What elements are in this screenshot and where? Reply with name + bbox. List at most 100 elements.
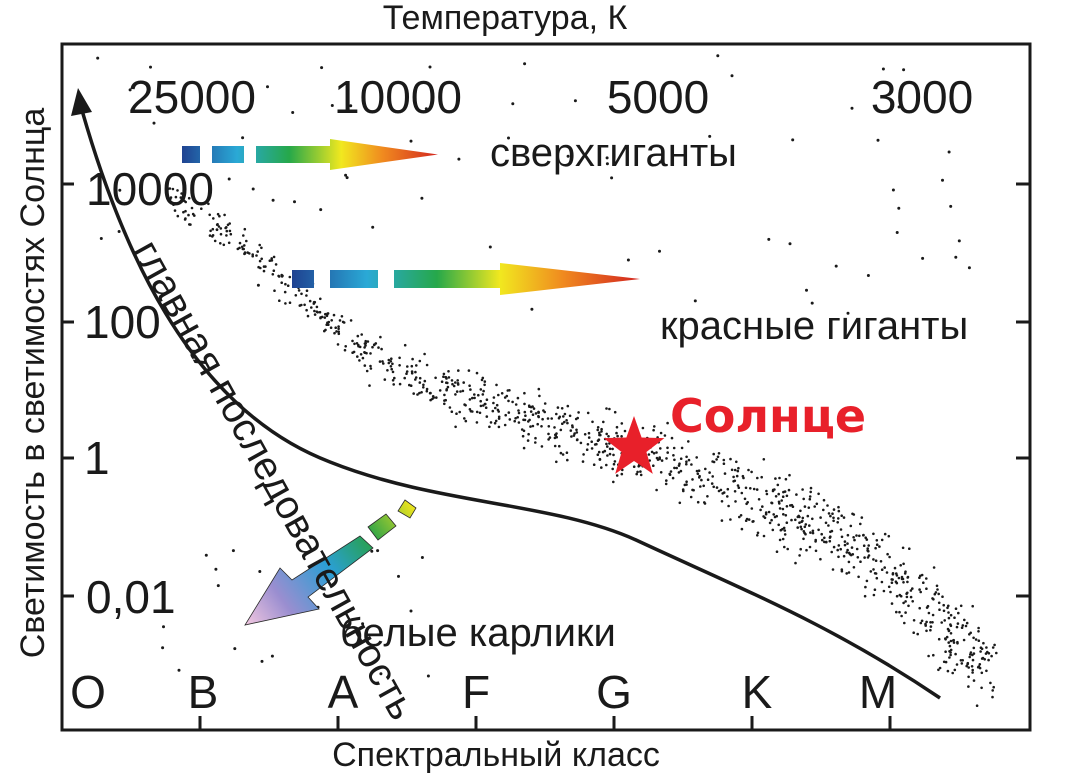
star-dot (891, 573, 895, 576)
star-dot (620, 435, 623, 438)
star-dot (933, 592, 937, 596)
star-dot (534, 441, 537, 444)
star-dot (989, 681, 992, 685)
star-dot (344, 345, 348, 348)
star-dot (193, 214, 196, 217)
star-dot (937, 601, 941, 605)
star-dot (442, 372, 446, 376)
star-dot (568, 414, 572, 418)
star-dot (511, 400, 514, 404)
star-dot (243, 244, 246, 247)
star-dot (756, 534, 759, 537)
star-dot (152, 121, 156, 125)
star-dot (537, 415, 540, 419)
star-dot (881, 67, 885, 71)
star-dot (948, 656, 951, 659)
star-dot (616, 434, 619, 438)
star-dot (182, 210, 185, 214)
star-dot (670, 436, 674, 440)
star-dot (737, 486, 741, 490)
star-dot (387, 361, 391, 365)
star-dot (819, 516, 822, 519)
star-dot (387, 358, 391, 362)
star-dot (798, 521, 801, 524)
star-dot (286, 284, 290, 288)
star-dot (561, 422, 564, 426)
star-dot (911, 600, 914, 603)
star-dot (895, 231, 899, 234)
star-dot (497, 393, 500, 397)
star-dot (359, 353, 363, 356)
star-dot (823, 540, 826, 544)
star-dot (846, 533, 850, 537)
star-dot (540, 425, 543, 428)
star-dot (574, 417, 578, 421)
star-dot (770, 518, 773, 522)
star-dot (390, 357, 393, 361)
star-dot (843, 543, 847, 547)
star-dot (492, 401, 495, 405)
star-dot (478, 411, 482, 415)
star-dot (863, 556, 866, 559)
star-dot (308, 299, 312, 303)
star-dot (791, 138, 795, 142)
star-dot (890, 602, 894, 605)
star-dot (326, 312, 330, 315)
star-dot (363, 346, 366, 349)
star-dot (764, 511, 768, 514)
star-dot (873, 588, 877, 591)
star-dot (880, 538, 884, 542)
star-dot (571, 424, 574, 427)
star-dot (298, 304, 302, 307)
star-dot (423, 379, 427, 383)
star-dot (847, 571, 851, 574)
star-dot (655, 451, 658, 454)
star-dot (895, 594, 899, 598)
star-dot (243, 252, 246, 256)
star-dot (900, 577, 904, 581)
star-dot (611, 467, 614, 471)
star-dot (673, 466, 676, 470)
star-dot (229, 232, 233, 236)
star-dot (412, 392, 416, 395)
star-dot (673, 458, 676, 462)
star-dot (425, 363, 429, 367)
star-dot (366, 340, 370, 343)
star-dot (865, 538, 869, 541)
star-dot (445, 377, 448, 380)
temperature-tick-label: 10000 (334, 71, 462, 123)
star-dot (357, 343, 360, 347)
star-dot (369, 367, 373, 370)
star-dot (547, 425, 551, 428)
star-dot (219, 232, 223, 236)
star-dot (592, 463, 596, 467)
star-dot (695, 469, 699, 473)
star-dot (794, 561, 797, 565)
star-dot (788, 242, 792, 246)
star-dot (832, 545, 836, 549)
star-dot (706, 495, 709, 498)
star-dot (489, 421, 493, 424)
star-dot (783, 490, 787, 493)
star-dot (899, 564, 902, 567)
star-dot (575, 428, 578, 432)
star-dot (442, 375, 445, 379)
star-dot (967, 685, 970, 688)
star-dot (363, 364, 367, 367)
star-dot (303, 303, 306, 307)
star-dot (786, 547, 789, 551)
star-dot (426, 674, 430, 678)
star-dot (334, 326, 338, 330)
star-dot (682, 489, 685, 493)
star-dot (184, 209, 187, 213)
star-dot (987, 658, 990, 662)
star-dot (398, 364, 401, 367)
star-dot (666, 446, 669, 450)
star-dot (410, 364, 414, 368)
star-dot (260, 257, 264, 261)
star-dot (806, 514, 810, 518)
star-dot (444, 398, 448, 402)
star-dot (785, 505, 789, 508)
star-dot (620, 472, 624, 476)
star-dot (327, 320, 331, 324)
